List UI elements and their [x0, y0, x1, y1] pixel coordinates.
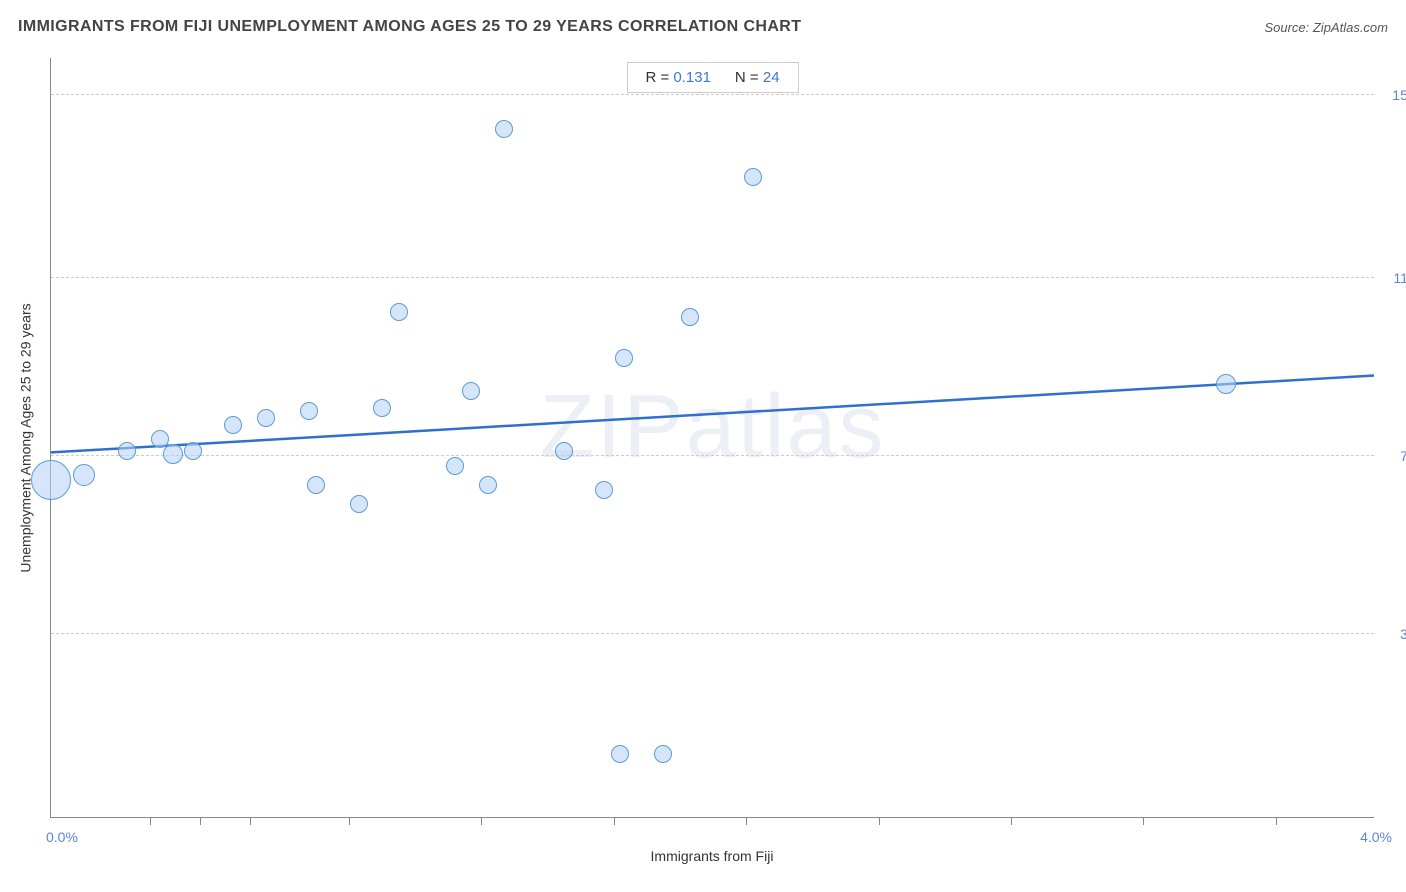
x-axis-min-label: 0.0% — [46, 829, 78, 845]
x-tick — [746, 817, 747, 825]
data-point — [390, 303, 408, 321]
y-tick-label: 7.5% — [1382, 448, 1406, 464]
data-point — [446, 457, 464, 475]
data-point — [479, 476, 497, 494]
x-tick — [481, 817, 482, 825]
data-point — [555, 442, 573, 460]
x-axis-label: Immigrants from Fiji — [50, 848, 1374, 864]
data-point — [184, 442, 202, 460]
y-tick-label: 3.8% — [1382, 626, 1406, 642]
x-tick — [1276, 817, 1277, 825]
data-point — [615, 349, 633, 367]
gridline-h — [51, 277, 1374, 278]
chart-header: IMMIGRANTS FROM FIJI UNEMPLOYMENT AMONG … — [18, 18, 1388, 48]
watermark-text: ZIPatlas — [539, 376, 885, 479]
data-point — [654, 745, 672, 763]
data-point — [224, 416, 242, 434]
y-axis-label-wrap: Unemployment Among Ages 25 to 29 years — [14, 58, 38, 818]
x-tick — [1143, 817, 1144, 825]
x-tick — [349, 817, 350, 825]
data-point — [462, 382, 480, 400]
y-axis-label: Unemployment Among Ages 25 to 29 years — [18, 303, 34, 572]
gridline-h — [51, 633, 1374, 634]
data-point — [1216, 374, 1236, 394]
data-point — [595, 481, 613, 499]
x-tick — [614, 817, 615, 825]
x-tick — [200, 817, 201, 825]
x-tick — [1011, 817, 1012, 825]
data-point — [350, 495, 368, 513]
data-point — [118, 442, 136, 460]
data-point — [611, 745, 629, 763]
source-name: ZipAtlas.com — [1313, 20, 1388, 35]
chart-title: IMMIGRANTS FROM FIJI UNEMPLOYMENT AMONG … — [18, 18, 1388, 36]
data-point — [300, 402, 318, 420]
y-tick-label: 15.0% — [1382, 87, 1406, 103]
r-stat: R = 0.131 — [645, 69, 710, 86]
x-axis-max-label: 4.0% — [1360, 829, 1392, 845]
gridline-h — [51, 94, 1374, 95]
data-point — [681, 308, 699, 326]
data-point — [307, 476, 325, 494]
data-point — [495, 120, 513, 138]
trend-line — [51, 58, 1374, 817]
x-tick — [879, 817, 880, 825]
gridline-h — [51, 455, 1374, 456]
data-point — [257, 409, 275, 427]
source-prefix: Source: — [1264, 20, 1312, 35]
x-tick — [250, 817, 251, 825]
data-point — [744, 168, 762, 186]
r-value: 0.131 — [673, 69, 711, 86]
scatter-plot: ZIPatlas R = 0.131 N = 24 0.0% 4.0% 15.0… — [50, 58, 1374, 818]
y-tick-label: 11.2% — [1382, 270, 1406, 286]
n-stat: N = 24 — [735, 69, 780, 86]
data-point — [73, 464, 95, 486]
data-point — [373, 399, 391, 417]
source-attribution: Source: ZipAtlas.com — [1264, 20, 1388, 35]
data-point — [163, 444, 183, 464]
x-tick — [150, 817, 151, 825]
stats-box: R = 0.131 N = 24 — [626, 62, 798, 93]
n-value: 24 — [763, 69, 780, 86]
